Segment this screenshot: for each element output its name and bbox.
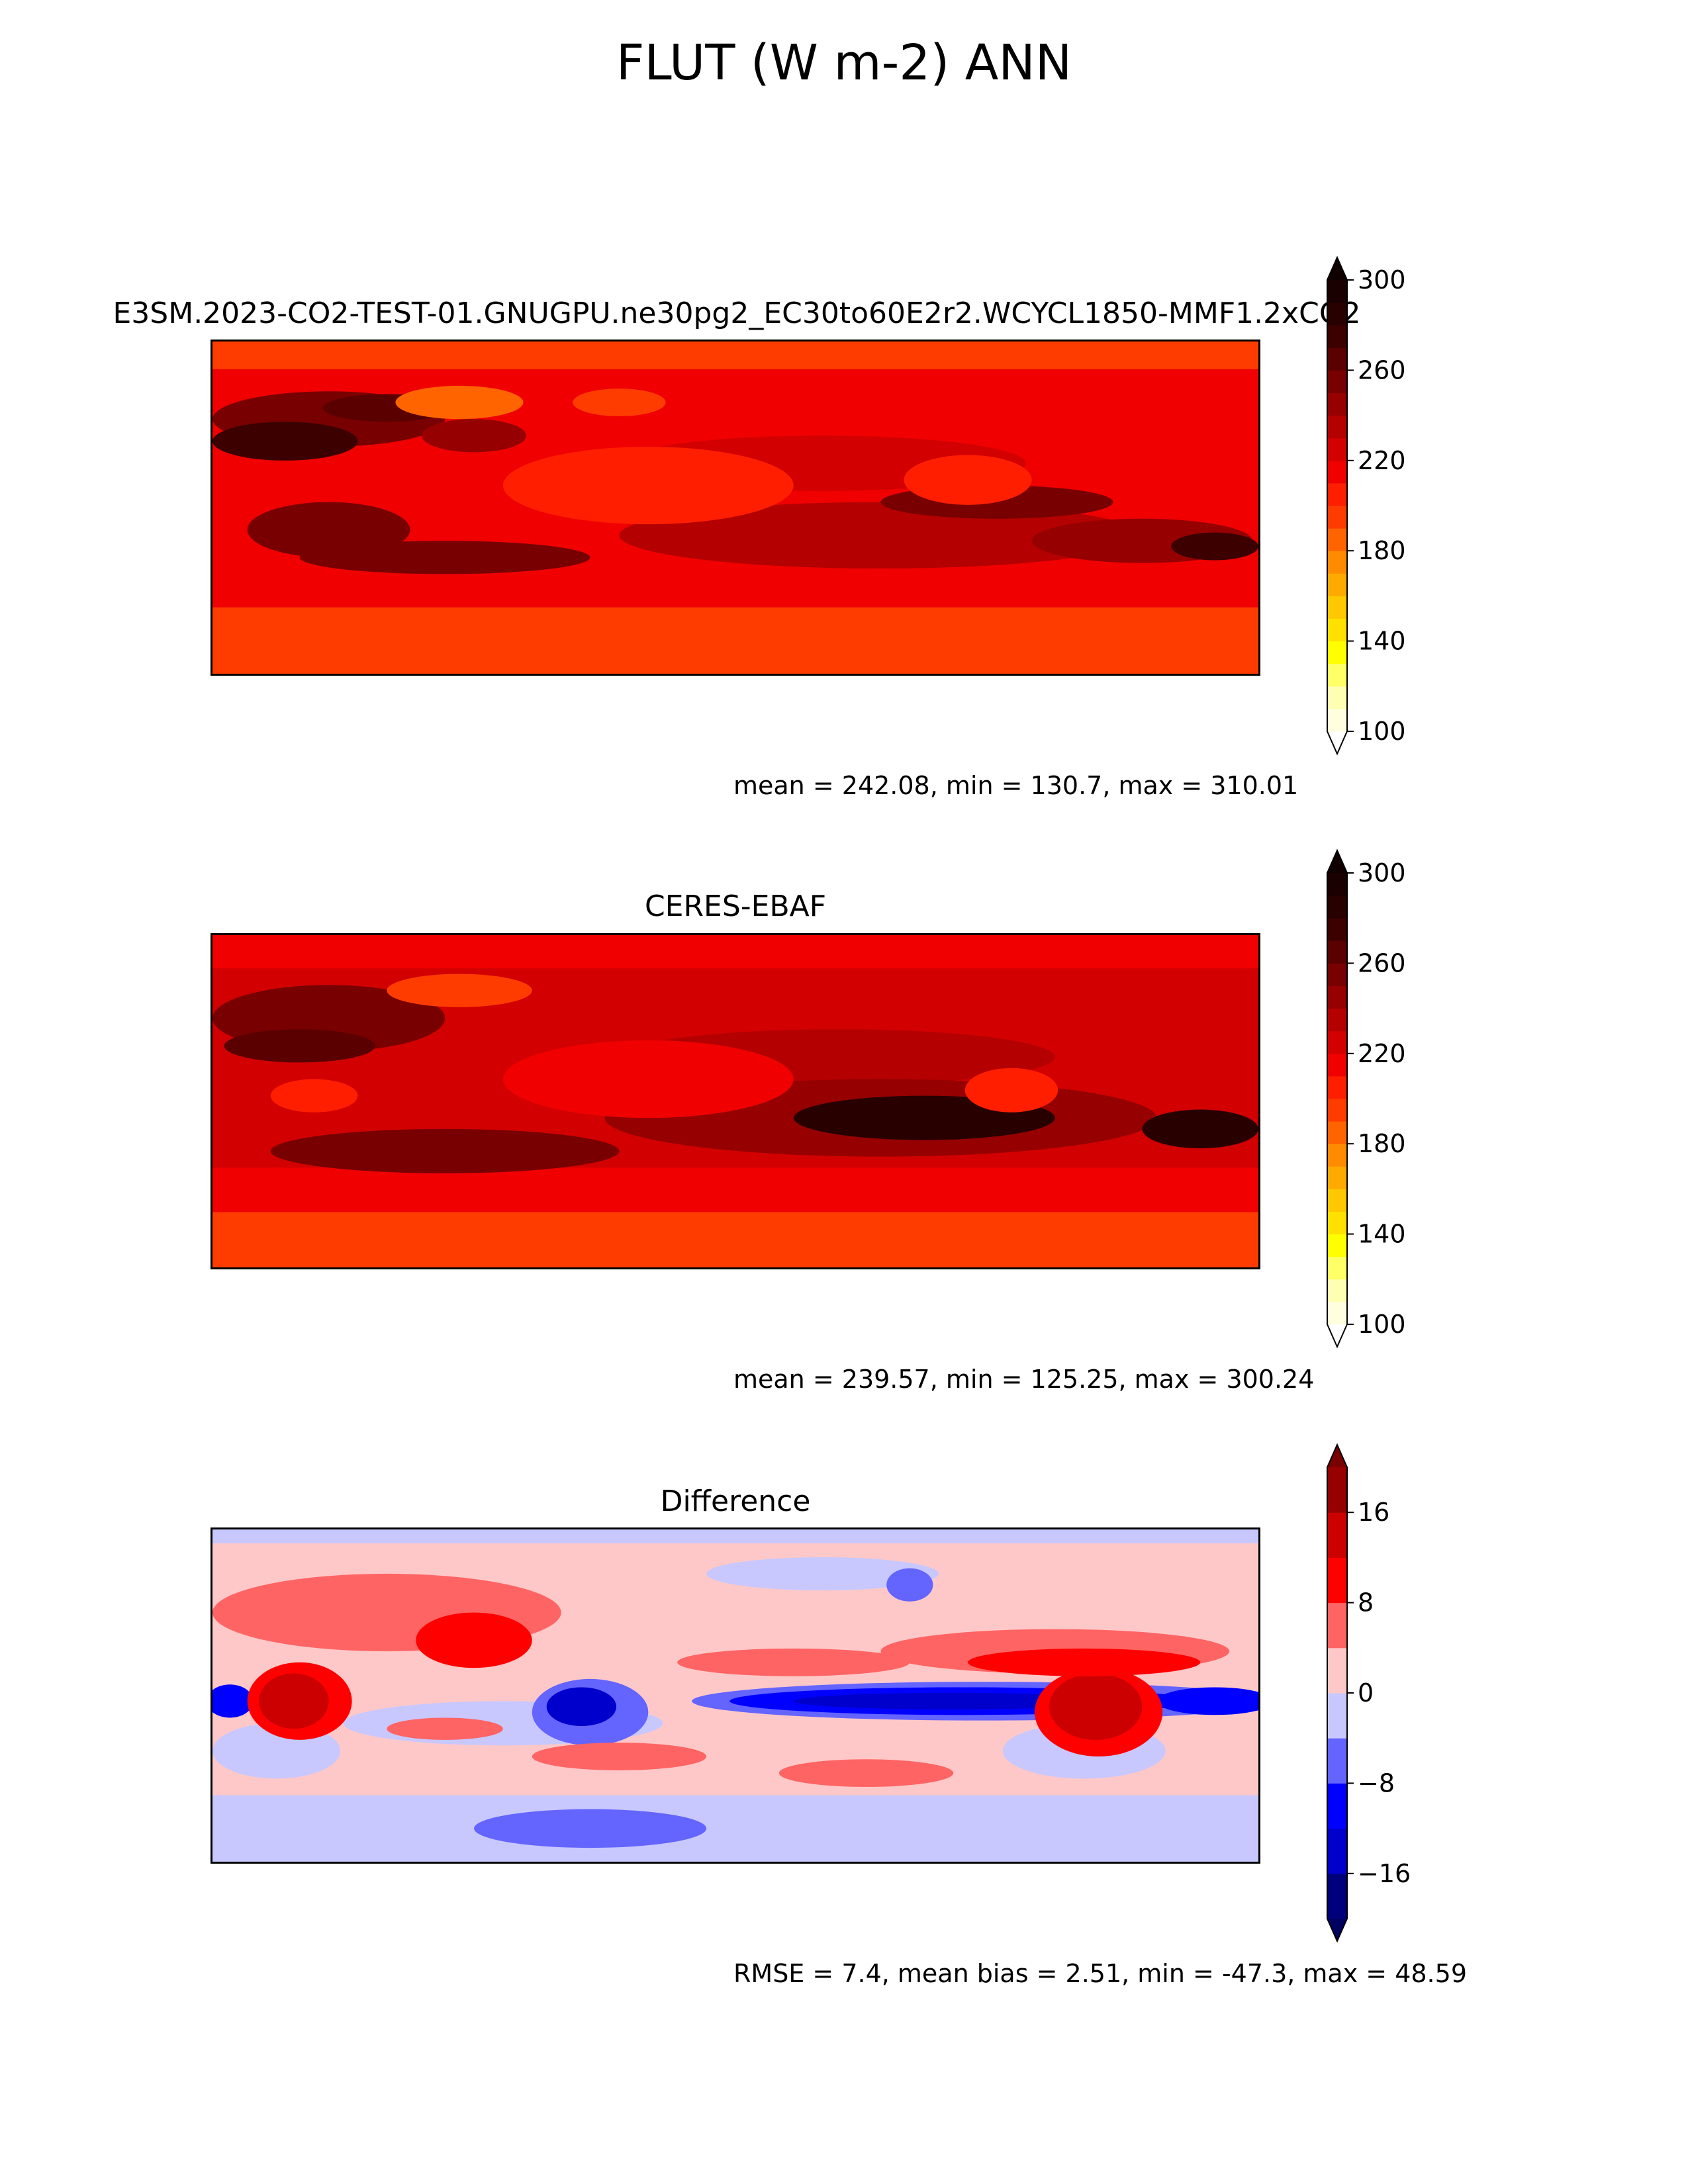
colorbar-segment <box>1327 1075 1347 1099</box>
colorbar-segment <box>1327 437 1347 461</box>
colorbar-segment <box>1327 573 1347 596</box>
colorbar-segment <box>1327 506 1347 529</box>
colorbar-tick-label: 260 <box>1358 948 1406 978</box>
difference-map <box>211 1527 1260 1864</box>
colorbar-tick-label: 140 <box>1358 627 1406 656</box>
colorbar-segment <box>1327 708 1347 732</box>
colorbar-tick-label: 260 <box>1358 355 1406 385</box>
colorbar-segment <box>1327 618 1347 642</box>
colorbar-segment <box>1327 302 1347 326</box>
colorbar-segment <box>1327 1828 1347 1874</box>
colorbar-segment <box>1327 1301 1347 1325</box>
colorbar-segment <box>1327 551 1347 574</box>
colorbar-extend-min <box>1327 1919 1347 1941</box>
test-panel-title: E3SM.2023-CO2-TEST-01.GNUGPU.ne30pg2_EC3… <box>113 296 1361 330</box>
colorbar-segment <box>1327 1166 1347 1189</box>
difference-colorbar: −16 −8 0 8 16 <box>1327 1443 1411 1944</box>
reference-stats: mean = 239.57, min = 125.25, max = 300.2… <box>733 1365 1315 1394</box>
difference-stats: RMSE = 7.4, mean bias = 2.51, min = -47.… <box>733 1959 1467 1988</box>
colorbar-segment <box>1327 1008 1347 1032</box>
colorbar-segment <box>1327 1873 1347 1919</box>
test-map <box>211 340 1260 676</box>
colorbar-segment <box>1327 370 1347 393</box>
colorbar-segment <box>1327 415 1347 439</box>
colorbar-tick-label: −8 <box>1358 1768 1395 1797</box>
colorbar-segment <box>1327 963 1347 986</box>
colorbar-tick-label: 8 <box>1358 1588 1374 1617</box>
colorbar-segment <box>1327 596 1347 619</box>
colorbar-extend-max <box>1327 257 1347 280</box>
colorbar-tick-label: −16 <box>1358 1859 1411 1888</box>
colorbar-tick-label: 140 <box>1358 1220 1406 1249</box>
test-map-svg <box>212 341 1258 674</box>
colorbar-outline <box>1327 1443 1348 1943</box>
test-stats: mean = 242.08, min = 130.7, max = 310.01 <box>733 771 1299 800</box>
colorbar-segment <box>1327 325 1347 348</box>
colorbar-segment <box>1327 1557 1347 1604</box>
colorbar-segment <box>1327 1099 1347 1122</box>
colorbar-segment <box>1327 1144 1347 1167</box>
colorbar-segment <box>1327 1738 1347 1784</box>
colorbar-segment <box>1327 280 1347 303</box>
colorbar-segment <box>1327 1211 1347 1235</box>
colorbar-extend-min <box>1327 731 1347 754</box>
colorbar-segment <box>1327 1256 1347 1280</box>
colorbar-segment <box>1327 392 1347 416</box>
colorbar-segment <box>1327 1053 1347 1077</box>
colorbar-tick-label: 220 <box>1358 446 1406 475</box>
colorbar-segment <box>1327 1189 1347 1212</box>
difference-panel-title: Difference <box>660 1484 811 1518</box>
colorbar-segment <box>1327 940 1347 964</box>
colorbar-segment <box>1327 1234 1347 1257</box>
colorbar-segment <box>1327 1467 1347 1513</box>
colorbar-segment <box>1327 641 1347 664</box>
colorbar-tick-label: 16 <box>1358 1498 1389 1527</box>
colorbar-tick-label: 0 <box>1358 1678 1374 1707</box>
colorbar-extend-max <box>1327 1445 1347 1467</box>
reference-colorbar: 100 140 180 220 260 300 <box>1327 848 1406 1349</box>
colorbar-segment <box>1327 460 1347 484</box>
colorbar-segment <box>1327 528 1347 551</box>
colorbar-extend-max <box>1327 850 1347 873</box>
colorbar-segment <box>1327 918 1347 941</box>
colorbar-tick-label: 100 <box>1358 717 1406 746</box>
colorbar-tick-label: 100 <box>1358 1310 1406 1339</box>
colorbar-segment <box>1327 873 1347 896</box>
colorbar-tick-label: 300 <box>1358 858 1406 887</box>
colorbar-tick-label: 180 <box>1358 1129 1406 1158</box>
colorbar-segment <box>1327 1121 1347 1144</box>
colorbar-segment <box>1327 686 1347 709</box>
colorbar-segment <box>1327 985 1347 1009</box>
test-colorbar: 100 140 180 220 260 300 <box>1327 255 1406 756</box>
colorbar-segment <box>1327 895 1347 919</box>
colorbar-segment <box>1327 1279 1347 1302</box>
colorbar-segment <box>1327 482 1347 506</box>
difference-map-svg <box>212 1529 1258 1862</box>
colorbar-segment <box>1327 1602 1347 1649</box>
figure-title: FLUT (W m-2) ANN <box>616 34 1072 91</box>
colorbar-extend-min <box>1327 1324 1347 1347</box>
colorbar-segment <box>1327 1783 1347 1829</box>
colorbar-tick-label: 180 <box>1358 536 1406 565</box>
colorbar-segment <box>1327 1512 1347 1558</box>
reference-panel-title: CERES-EBAF <box>644 889 827 923</box>
colorbar-segment <box>1327 1647 1347 1694</box>
colorbar-segment <box>1327 1030 1347 1054</box>
colorbar-tick-label: 300 <box>1358 265 1406 295</box>
colorbar-tick-label: 220 <box>1358 1039 1406 1068</box>
reference-map-svg <box>212 935 1258 1267</box>
colorbar-segment <box>1327 347 1347 371</box>
colorbar-segment <box>1327 663 1347 687</box>
colorbar-segment <box>1327 1693 1347 1739</box>
reference-map <box>211 933 1260 1269</box>
